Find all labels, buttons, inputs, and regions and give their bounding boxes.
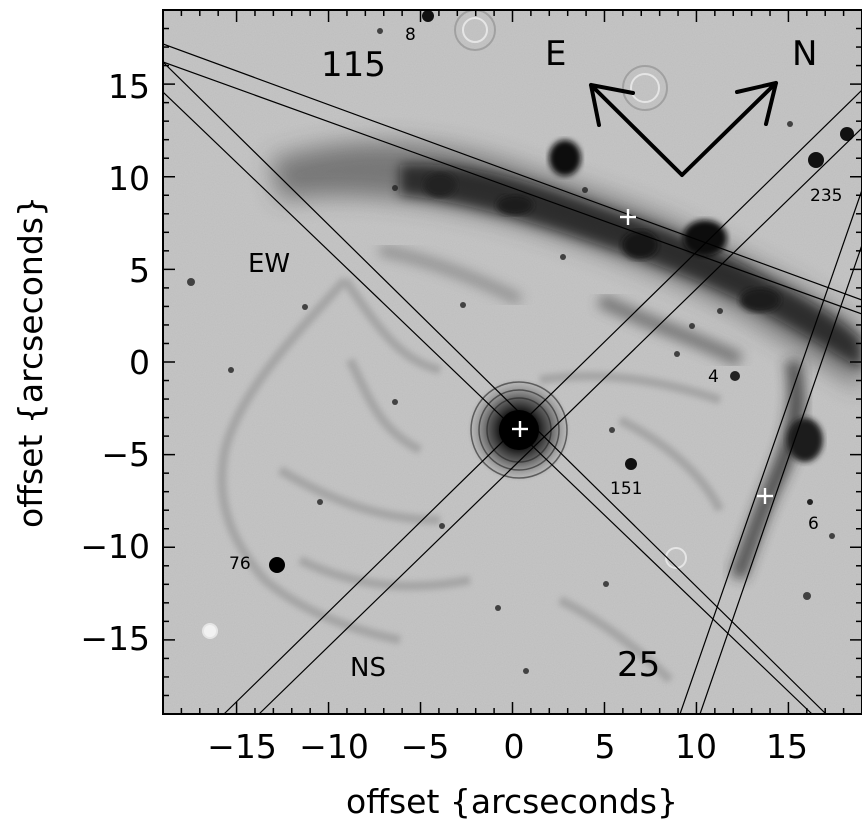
x-tick-label: 10: [675, 727, 717, 766]
plus-markers: [512, 209, 773, 504]
slit-ns-label: NS: [350, 653, 386, 683]
x-axis-title: offset {arcseconds}: [346, 782, 678, 821]
star-76: [269, 557, 285, 573]
subtraction-residuals: [202, 10, 687, 639]
star-label-235: 235: [810, 186, 842, 206]
plus-marker-arc: [620, 209, 636, 225]
stars: [187, 10, 854, 674]
y-tick-label: 0: [129, 343, 150, 382]
slit-ns-edge-b: [258, 127, 862, 714]
y-tick-label: −10: [80, 527, 150, 566]
x-tick-label: 5: [595, 727, 616, 766]
slit-ew-label: EW: [248, 249, 290, 279]
y-tick-label: 15: [108, 67, 150, 106]
y-tick-labels: 15 10 5 0 −5 −10 −15: [80, 67, 150, 658]
tick-marks: [162, 9, 862, 715]
compass-east-label: E: [545, 34, 566, 74]
slit-115-edge-a: [163, 43, 862, 301]
slit-ew-edge-a: [163, 61, 827, 714]
image-panel: E N 115 EW NS 25 8 235 4 151 6 76: [163, 10, 862, 714]
faint-filaments: [217, 276, 725, 684]
star-label-76: 76: [229, 554, 251, 574]
star-235: [808, 152, 824, 168]
x-tick-label: 15: [766, 727, 808, 766]
slit-ns-edge-a: [223, 89, 862, 714]
x-tick-label: −5: [401, 727, 450, 766]
y-tick-label: 5: [129, 251, 150, 290]
compass-east-arrow: [589, 83, 684, 177]
star-label-151: 151: [610, 479, 642, 499]
slit-25-edge-a: [679, 189, 862, 714]
y-axis-title: offset {arcseconds}: [11, 196, 50, 528]
x-tick-label: 0: [504, 727, 525, 766]
y-tick-label: 10: [108, 159, 150, 198]
plus-marker-center: [512, 421, 528, 437]
slit-25-edge-b: [699, 244, 862, 714]
compass: [589, 81, 778, 177]
star-label-6: 6: [808, 514, 819, 534]
slit-lines: [163, 43, 862, 714]
x-tick-label: −10: [299, 727, 369, 766]
y-tick-label: −15: [80, 619, 150, 658]
star-8: [422, 10, 434, 22]
slit-115-label: 115: [321, 45, 386, 85]
y-tick-label: −5: [101, 435, 150, 474]
compass-north-label: N: [792, 34, 817, 74]
star-151: [625, 458, 637, 470]
slit-25-label: 25: [617, 645, 660, 685]
compass-north-arrow: [680, 81, 778, 177]
plus-marker-right: [757, 488, 773, 504]
x-tick-label: −15: [207, 727, 277, 766]
star-label-8: 8: [405, 25, 416, 45]
slit-115-edge-b: [163, 61, 862, 315]
star-6: [807, 499, 813, 505]
star-4: [730, 371, 740, 381]
star-label-4: 4: [708, 367, 719, 387]
star-235b: [840, 127, 854, 141]
x-tick-labels: −15 −10 −5 0 5 10 15: [207, 727, 808, 766]
slit-ew-edge-b: [163, 91, 813, 714]
